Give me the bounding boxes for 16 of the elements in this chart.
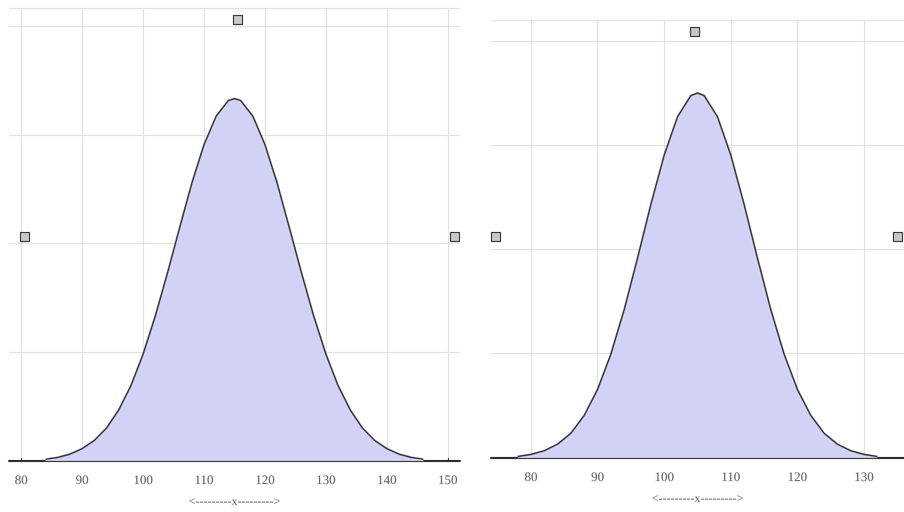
x-tick-label: 80	[524, 469, 538, 484]
x-tick-label: 120	[788, 469, 808, 484]
x-tick-label: 110	[194, 472, 214, 487]
x-axis-title: <---------x--------->	[652, 491, 744, 505]
x-tick-label: 130	[854, 469, 874, 484]
x-tick-label: 80	[14, 472, 28, 487]
x-tick-label: 150	[438, 472, 458, 487]
x-axis-title: <---------x--------->	[188, 494, 280, 508]
x-tick-label: 130	[316, 472, 336, 487]
x-tick-label: 100	[133, 472, 153, 487]
x-tick-label: 140	[377, 472, 397, 487]
x-tick-label: 100	[654, 469, 674, 484]
x-tick-label: 90	[76, 472, 89, 487]
x-tick-label: 120	[255, 472, 275, 487]
x-tick-label: 110	[721, 469, 740, 484]
x-tick-label: 90	[591, 469, 604, 484]
